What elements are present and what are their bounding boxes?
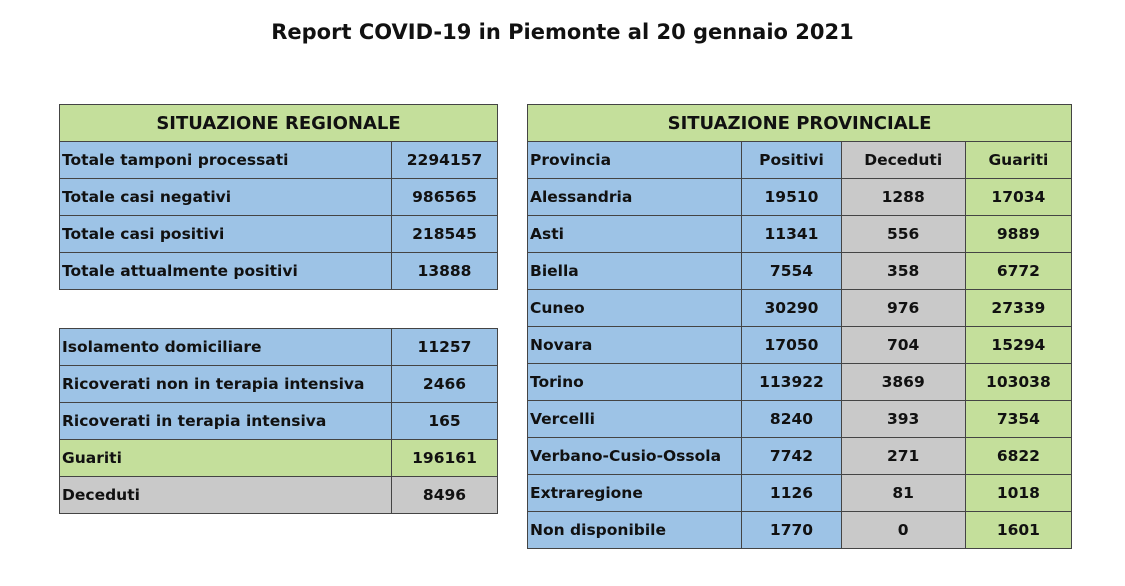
column-header-provincia: Provincia [526, 141, 743, 179]
province-guariti: 6822 [964, 437, 1073, 475]
table-row: Totale casi negativi 986565 [59, 178, 498, 216]
province-guariti: 103038 [964, 363, 1073, 401]
province-deceduti: 704 [840, 326, 966, 364]
row-label: Guariti [59, 439, 392, 477]
province-name: Alessandria [526, 178, 743, 216]
province-guariti: 15294 [964, 326, 1073, 364]
province-guariti: 6772 [964, 252, 1073, 290]
row-label: Totale attualmente positivi [59, 252, 392, 290]
province-deceduti: 81 [840, 474, 966, 512]
provincial-rows: Alessandria 19510 1288 17034 Asti 11341 556 988… [526, 178, 1073, 549]
table-row: Novara 17050 704 15294 [526, 326, 1073, 364]
province-guariti: 1018 [964, 474, 1073, 512]
column-header-guariti: Guariti [964, 141, 1073, 179]
province-name: Verbano-Cusio-Ossola [526, 437, 743, 475]
table-row: Extraregione 1126 81 1018 [526, 474, 1073, 512]
row-value: 218545 [391, 215, 498, 253]
row-value: 13888 [391, 252, 498, 290]
row-value: 11257 [391, 328, 498, 366]
table-header-row: SITUAZIONE REGIONALE [59, 104, 498, 142]
province-deceduti: 271 [840, 437, 966, 475]
table-header-row: SITUAZIONE PROVINCIALE [527, 104, 1072, 142]
table-row: Verbano-Cusio-Ossola 7742 271 6822 [526, 437, 1073, 475]
province-deceduti: 976 [840, 289, 966, 327]
province-guariti: 17034 [964, 178, 1073, 216]
row-value: 8496 [391, 476, 498, 514]
provincial-header: SITUAZIONE PROVINCIALE [527, 104, 1072, 142]
table-row: Totale tamponi processati 2294157 [59, 141, 498, 179]
table-row: Isolamento domiciliare 11257 [59, 328, 498, 366]
table-row: Alessandria 19510 1288 17034 [526, 178, 1073, 216]
regional-summary-table: SITUAZIONE REGIONALE Totale tamponi proc… [59, 104, 498, 290]
row-label: Isolamento domiciliare [59, 328, 392, 366]
province-name: Vercelli [526, 400, 743, 438]
row-label: Totale tamponi processati [59, 141, 392, 179]
province-name: Cuneo [526, 289, 743, 327]
table-row: Ricoverati in terapia intensiva 165 [59, 402, 498, 440]
province-guariti: 1601 [964, 511, 1073, 549]
row-label: Totale casi negativi [59, 178, 392, 216]
table-row: Guariti 196161 [59, 439, 498, 477]
report-title: Report COVID-19 in Piemonte al 20 gennai… [271, 20, 854, 44]
province-positivi: 7742 [741, 437, 842, 475]
province-deceduti: 3869 [840, 363, 966, 401]
province-positivi: 30290 [741, 289, 842, 327]
province-name: Biella [526, 252, 743, 290]
province-name: Torino [526, 363, 743, 401]
province-deceduti: 1288 [840, 178, 966, 216]
province-deceduti: 358 [840, 252, 966, 290]
regional-detail-table: Isolamento domiciliare 11257 Ricoverati … [59, 328, 498, 514]
row-value: 2294157 [391, 141, 498, 179]
province-guariti: 9889 [964, 215, 1073, 253]
row-value: 986565 [391, 178, 498, 216]
column-header-row: Provincia Positivi Deceduti Guariti [526, 141, 1073, 179]
provincial-table: SITUAZIONE PROVINCIALE Provincia Positiv… [526, 104, 1073, 549]
province-name: Novara [526, 326, 743, 364]
province-deceduti: 556 [840, 215, 966, 253]
table-row: Asti 11341 556 9889 [526, 215, 1073, 253]
province-deceduti: 0 [840, 511, 966, 549]
row-value: 165 [391, 402, 498, 440]
province-positivi: 17050 [741, 326, 842, 364]
province-positivi: 11341 [741, 215, 842, 253]
table-row: Totale attualmente positivi 13888 [59, 252, 498, 290]
row-value: 196161 [391, 439, 498, 477]
province-name: Extraregione [526, 474, 743, 512]
row-label: Totale casi positivi [59, 215, 392, 253]
regional-header: SITUAZIONE REGIONALE [59, 104, 498, 142]
province-positivi: 1126 [741, 474, 842, 512]
row-label: Deceduti [59, 476, 392, 514]
province-guariti: 7354 [964, 400, 1073, 438]
table-row: Deceduti 8496 [59, 476, 498, 514]
province-positivi: 7554 [741, 252, 842, 290]
table-row: Ricoverati non in terapia intensiva 2466 [59, 365, 498, 403]
province-positivi: 8240 [741, 400, 842, 438]
table-row: Non disponibile 1770 0 1601 [526, 511, 1073, 549]
column-header-deceduti: Deceduti [840, 141, 966, 179]
row-label: Ricoverati in terapia intensiva [59, 402, 392, 440]
province-deceduti: 393 [840, 400, 966, 438]
table-row: Biella 7554 358 6772 [526, 252, 1073, 290]
province-name: Non disponibile [526, 511, 743, 549]
table-row: Vercelli 8240 393 7354 [526, 400, 1073, 438]
row-value: 2466 [391, 365, 498, 403]
province-name: Asti [526, 215, 743, 253]
column-header-positivi: Positivi [741, 141, 842, 179]
province-positivi: 113922 [741, 363, 842, 401]
province-guariti: 27339 [964, 289, 1073, 327]
table-row: Totale casi positivi 218545 [59, 215, 498, 253]
province-positivi: 19510 [741, 178, 842, 216]
row-label: Ricoverati non in terapia intensiva [59, 365, 392, 403]
province-positivi: 1770 [741, 511, 842, 549]
table-row: Cuneo 30290 976 27339 [526, 289, 1073, 327]
table-row: Torino 113922 3869 103038 [526, 363, 1073, 401]
